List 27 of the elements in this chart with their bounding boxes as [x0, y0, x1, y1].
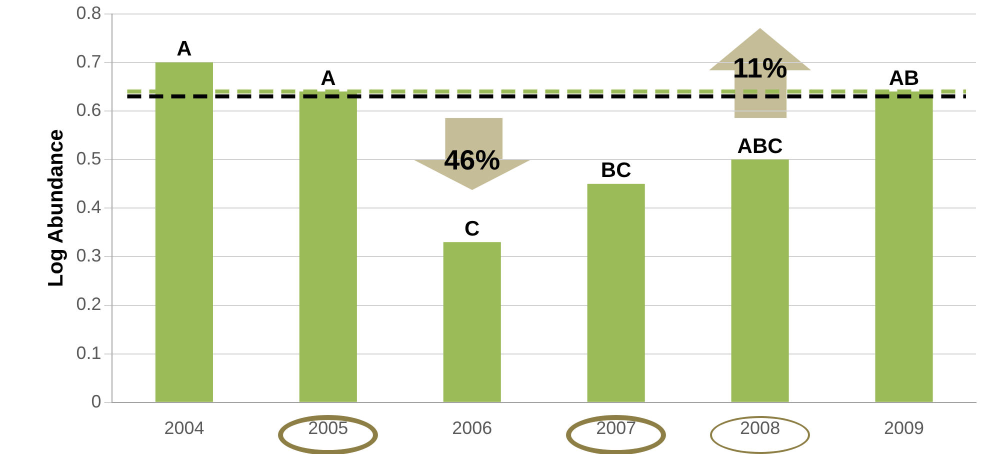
- annotation: A: [320, 66, 336, 90]
- x-tick-label: 2009: [884, 418, 924, 438]
- annotation: BC: [600, 159, 632, 182]
- x-tick-label: 2005: [308, 418, 348, 438]
- x-tick-label: 2006: [452, 418, 492, 438]
- y-tick-label: 0.2: [76, 294, 102, 314]
- y-axis-title: Log Abundance: [44, 129, 68, 288]
- annotation: A: [176, 38, 192, 61]
- annotation: AB: [888, 66, 920, 90]
- annotation: 11%: [732, 52, 788, 84]
- y-tick-label: 0.6: [76, 100, 102, 120]
- y-tick-label: 0.7: [76, 51, 102, 72]
- x-tick-label: 2008: [740, 418, 780, 438]
- y-tick-label: 0.1: [76, 342, 102, 363]
- bar: [731, 160, 789, 402]
- annotation: ABC: [737, 134, 783, 158]
- y-tick-label: 0.5: [76, 148, 102, 168]
- bar: [587, 184, 645, 402]
- bar: [443, 242, 501, 402]
- y-tick-label: 0.8: [76, 2, 102, 23]
- y-tick-label: 0.4: [76, 197, 102, 218]
- annotation: C: [464, 217, 480, 240]
- y-tick-label: 0: [91, 391, 102, 412]
- y-tick-label: 0.3: [76, 246, 102, 266]
- x-tick-label: 2007: [596, 418, 636, 438]
- annotation: 46%: [444, 144, 500, 176]
- x-tick-label: 2004: [164, 418, 204, 438]
